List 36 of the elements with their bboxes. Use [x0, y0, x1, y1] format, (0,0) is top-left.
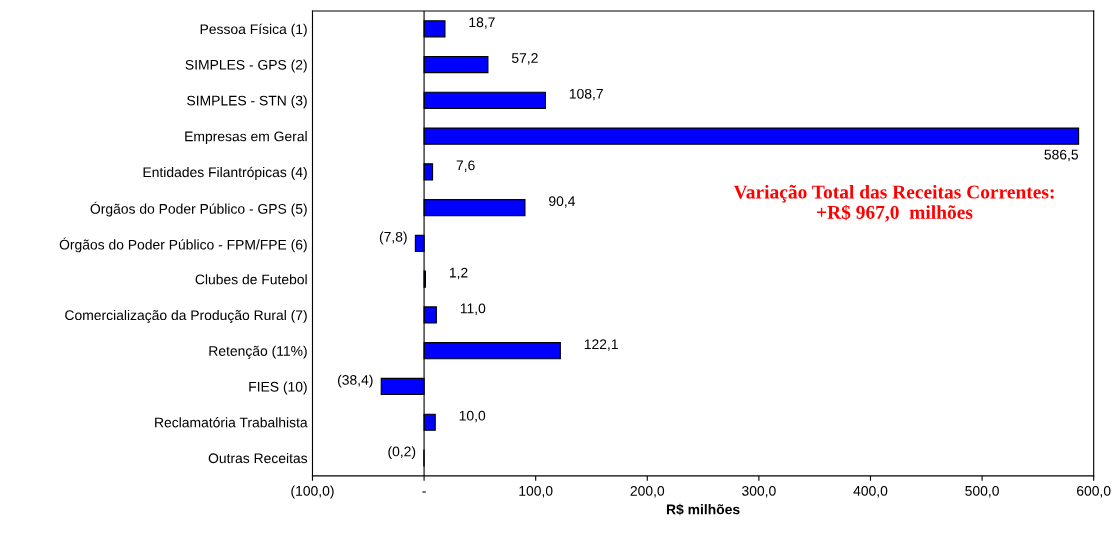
x-tick-label: 600,0: [1077, 485, 1111, 498]
y-tick-label: Outras Receitas: [208, 452, 308, 464]
x-tick-label: 500,0: [965, 485, 999, 498]
data-label: 18,7: [469, 17, 495, 29]
data-label: 57,2: [511, 53, 538, 65]
x-tick-label: 100,0: [519, 485, 553, 498]
annotation: Variação Total das Receitas Correntes: +R$ 967,0 milhões: [733, 184, 1054, 222]
data-label: 11,0: [460, 303, 486, 315]
data-label: 586,5: [1044, 149, 1079, 162]
y-tick-label: Retenção (11%): [209, 345, 307, 359]
x-tick-label: 400,0: [853, 485, 888, 498]
data-label: 90,4: [549, 196, 576, 208]
y-tick-label: Clubes de Futebol: [195, 274, 307, 285]
y-tick-label: Entidades Filantrópicas (4): [143, 166, 307, 180]
x-tick-label: 200,0: [630, 485, 665, 498]
y-tick-label: FIES (10): [249, 381, 307, 395]
y-tick-label: Pessoa Física (1): [200, 23, 307, 37]
data-label: 10,0: [459, 410, 486, 423]
x-tick-label: 300,0: [742, 485, 776, 498]
x-axis-title: R$ milhões: [666, 503, 740, 516]
data-label: (38,4): [338, 374, 373, 388]
data-label: 108,7: [569, 88, 603, 101]
data-label: (0,2): [388, 446, 416, 460]
y-tick-label: Empresas em Geral: [185, 131, 307, 145]
x-tick-label: (100,0): [291, 485, 334, 499]
y-tick-label: SIMPLES - STN (3): [187, 95, 307, 109]
data-label: 7,6: [456, 160, 475, 172]
data-label: (7,8): [379, 231, 407, 245]
data-label: 122,1: [584, 339, 618, 351]
y-tick-label: Comercialização da Produção Rural (7): [65, 309, 307, 323]
data-label: 1,2: [449, 267, 468, 280]
x-tick-label: -: [422, 491, 426, 493]
y-tick-label: Reclamatória Trabalhista: [155, 417, 308, 428]
y-tick-label: Órgãos do Poder Público - FPM/FPE (6): [59, 237, 307, 253]
y-tick-label: Órgãos do Poder Público - GPS (5): [90, 201, 307, 217]
y-tick-label: SIMPLES - GPS (2): [185, 59, 307, 73]
